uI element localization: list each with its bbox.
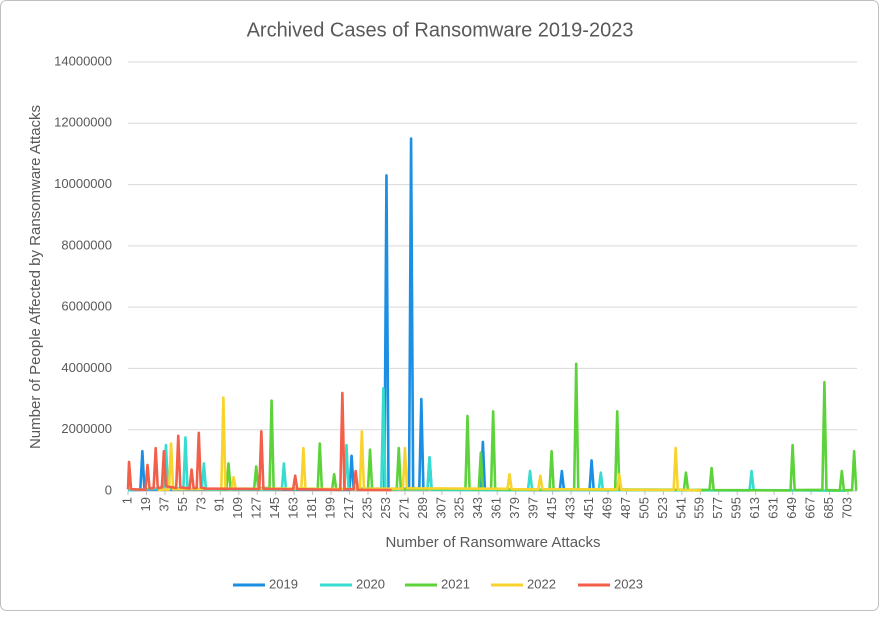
x-tick-label: 505 xyxy=(636,497,651,519)
legend-label: 2023 xyxy=(614,576,643,591)
y-tick-label: 2000000 xyxy=(61,421,112,436)
x-tick-label: 73 xyxy=(193,497,208,511)
x-tick-label: 19 xyxy=(138,497,153,511)
x-tick-label: 595 xyxy=(729,497,744,519)
series-line xyxy=(126,391,392,492)
x-tick-label: 397 xyxy=(526,497,541,519)
x-tick-label: 91 xyxy=(212,497,227,511)
x-tick-label: 235 xyxy=(359,497,374,519)
x-tick-label: 523 xyxy=(655,497,670,519)
x-tick-label: 451 xyxy=(581,497,596,519)
x-tick-label: 145 xyxy=(267,497,282,519)
x-tick-label: 163 xyxy=(286,497,301,519)
x-tick-label: 613 xyxy=(747,497,762,519)
x-tick-label: 253 xyxy=(378,497,393,519)
y-tick-label: 14000000 xyxy=(54,53,112,68)
x-tick-label: 559 xyxy=(692,497,707,519)
x-tick-label: 667 xyxy=(803,497,818,519)
x-tick-label: 541 xyxy=(673,497,688,519)
series-line xyxy=(127,137,610,492)
x-tick-label: 703 xyxy=(839,497,854,519)
x-tick-label: 379 xyxy=(507,497,522,519)
x-tick-label: 217 xyxy=(341,497,356,519)
x-tick-label: 199 xyxy=(323,497,338,519)
x-tick-label: 343 xyxy=(470,497,485,519)
y-tick-label: 6000000 xyxy=(61,299,112,314)
x-tick-label: 631 xyxy=(766,497,781,519)
legend-label: 2022 xyxy=(527,576,556,591)
x-tick-label: 469 xyxy=(599,497,614,519)
legend-label: 2019 xyxy=(269,576,298,591)
x-tick-label: 325 xyxy=(452,497,467,519)
x-tick-label: 415 xyxy=(544,497,559,519)
y-tick-label: 0 xyxy=(105,482,112,497)
x-tick-label: 433 xyxy=(563,497,578,519)
x-tick-label: 127 xyxy=(249,497,264,519)
y-tick-label: 8000000 xyxy=(61,237,112,252)
x-tick-label: 37 xyxy=(156,497,171,511)
x-tick-label: 55 xyxy=(175,497,190,511)
y-tick-label: 4000000 xyxy=(61,360,112,375)
x-tick-label: 361 xyxy=(489,497,504,519)
x-tick-label: 181 xyxy=(304,497,319,519)
legend-label: 2021 xyxy=(441,576,470,591)
x-tick-label: 577 xyxy=(710,497,725,519)
x-tick-label: 307 xyxy=(433,497,448,519)
x-axis-label: Number of Ransomware Attacks xyxy=(385,534,600,551)
x-tick-label: 271 xyxy=(396,497,411,519)
y-tick-label: 10000000 xyxy=(54,176,112,191)
x-tick-label: 685 xyxy=(821,497,836,519)
y-axis-label: Number of People Affected by Ransomware … xyxy=(27,105,44,449)
legend-label: 2020 xyxy=(356,576,385,591)
x-tick-label: 1 xyxy=(119,497,134,504)
y-tick-label: 12000000 xyxy=(54,115,112,130)
chart-title: Archived Cases of Ransomware 2019-2023 xyxy=(247,19,634,41)
x-tick-label: 649 xyxy=(784,497,799,519)
x-tick-label: 109 xyxy=(230,497,245,519)
x-tick-label: 289 xyxy=(415,497,430,519)
x-tick-label: 487 xyxy=(618,497,633,519)
